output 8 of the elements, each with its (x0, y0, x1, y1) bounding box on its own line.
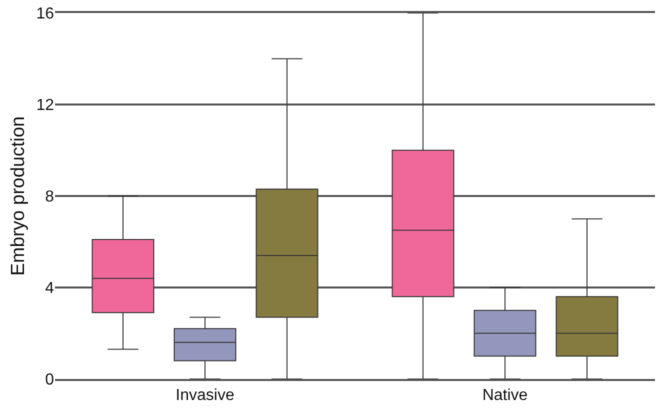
y-tick-label: 8 (45, 188, 54, 206)
y-tick-label: 16 (36, 6, 54, 23)
y-tick-label: 0 (45, 372, 54, 389)
x-tick-label: Invasive (176, 386, 234, 404)
y-tick-label: 12 (36, 97, 54, 114)
y-axis-title: Embryo production (8, 116, 30, 276)
y-tick-label: 4 (45, 280, 54, 298)
x-tick-label: Native (482, 386, 528, 404)
